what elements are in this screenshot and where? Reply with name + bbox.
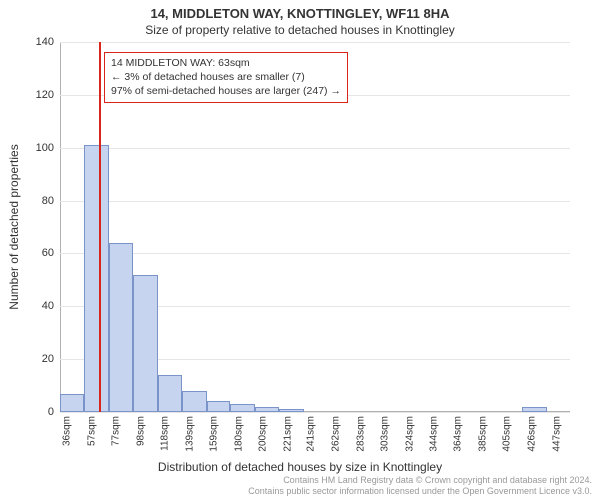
histogram-bar — [182, 391, 207, 412]
histogram-bar — [522, 407, 547, 412]
histogram-bar — [84, 145, 109, 412]
x-tick-label: 221sqm — [282, 416, 293, 452]
y-tick-label: 120 — [24, 89, 54, 101]
grid-line — [60, 42, 570, 43]
histogram-bar — [207, 401, 231, 412]
x-tick-label: 57sqm — [87, 416, 98, 446]
callout-line: 14 MIDDLETON WAY: 63sqm — [111, 56, 341, 70]
callout-line: ← 3% of detached houses are smaller (7) — [111, 70, 341, 84]
footer-attribution: Contains HM Land Registry data © Crown c… — [248, 475, 592, 498]
y-tick-label: 100 — [24, 142, 54, 154]
x-tick-label: 324sqm — [405, 416, 416, 452]
histogram-bar — [255, 407, 279, 412]
x-tick-label: 159sqm — [208, 416, 219, 452]
x-tick-label: 241sqm — [306, 416, 317, 452]
page-subtitle: Size of property relative to detached ho… — [0, 21, 600, 37]
y-axis-title: Number of detached properties — [7, 144, 21, 309]
histogram-bar — [230, 404, 255, 412]
property-marker-line — [99, 42, 101, 412]
property-callout: 14 MIDDLETON WAY: 63sqm← 3% of detached … — [104, 52, 348, 103]
histogram-bar — [133, 275, 158, 412]
footer-line-2: Contains public sector information licen… — [248, 486, 592, 497]
y-tick-label: 140 — [24, 36, 54, 48]
x-tick-label: 385sqm — [478, 416, 489, 452]
x-tick-label: 77sqm — [111, 416, 122, 446]
y-tick-label: 40 — [24, 300, 54, 312]
x-tick-label: 262sqm — [331, 416, 342, 452]
x-tick-label: 303sqm — [380, 416, 391, 452]
histogram-bar — [109, 243, 133, 412]
x-tick-label: 98sqm — [136, 416, 147, 446]
x-tick-label: 36sqm — [62, 416, 73, 446]
grid-line — [60, 412, 570, 413]
grid-line — [60, 148, 570, 149]
x-tick-label: 344sqm — [429, 416, 440, 452]
x-tick-label: 139sqm — [184, 416, 195, 452]
y-tick-label: 20 — [24, 353, 54, 365]
x-tick-label: 180sqm — [233, 416, 244, 452]
x-axis-title: Distribution of detached houses by size … — [0, 460, 600, 474]
x-tick-label: 405sqm — [501, 416, 512, 452]
histogram-bar — [60, 394, 84, 413]
callout-line: 97% of semi-detached houses are larger (… — [111, 84, 341, 98]
x-tick-label: 200sqm — [257, 416, 268, 452]
page-title: 14, MIDDLETON WAY, KNOTTINGLEY, WF11 8HA — [0, 0, 600, 21]
footer-line-1: Contains HM Land Registry data © Crown c… — [248, 475, 592, 486]
histogram-bar — [158, 375, 182, 412]
grid-line — [60, 253, 570, 254]
y-tick-label: 60 — [24, 247, 54, 259]
histogram-bar — [279, 409, 304, 412]
y-axis-line — [60, 42, 61, 412]
histogram-plot: 02040608010012014036sqm57sqm77sqm98sqm11… — [60, 42, 570, 412]
y-tick-label: 0 — [24, 406, 54, 418]
grid-line — [60, 201, 570, 202]
y-tick-label: 80 — [24, 195, 54, 207]
x-tick-label: 426sqm — [526, 416, 537, 452]
x-tick-label: 283sqm — [356, 416, 367, 452]
x-tick-label: 447sqm — [551, 416, 562, 452]
x-tick-label: 118sqm — [159, 416, 170, 451]
x-tick-label: 364sqm — [452, 416, 463, 452]
